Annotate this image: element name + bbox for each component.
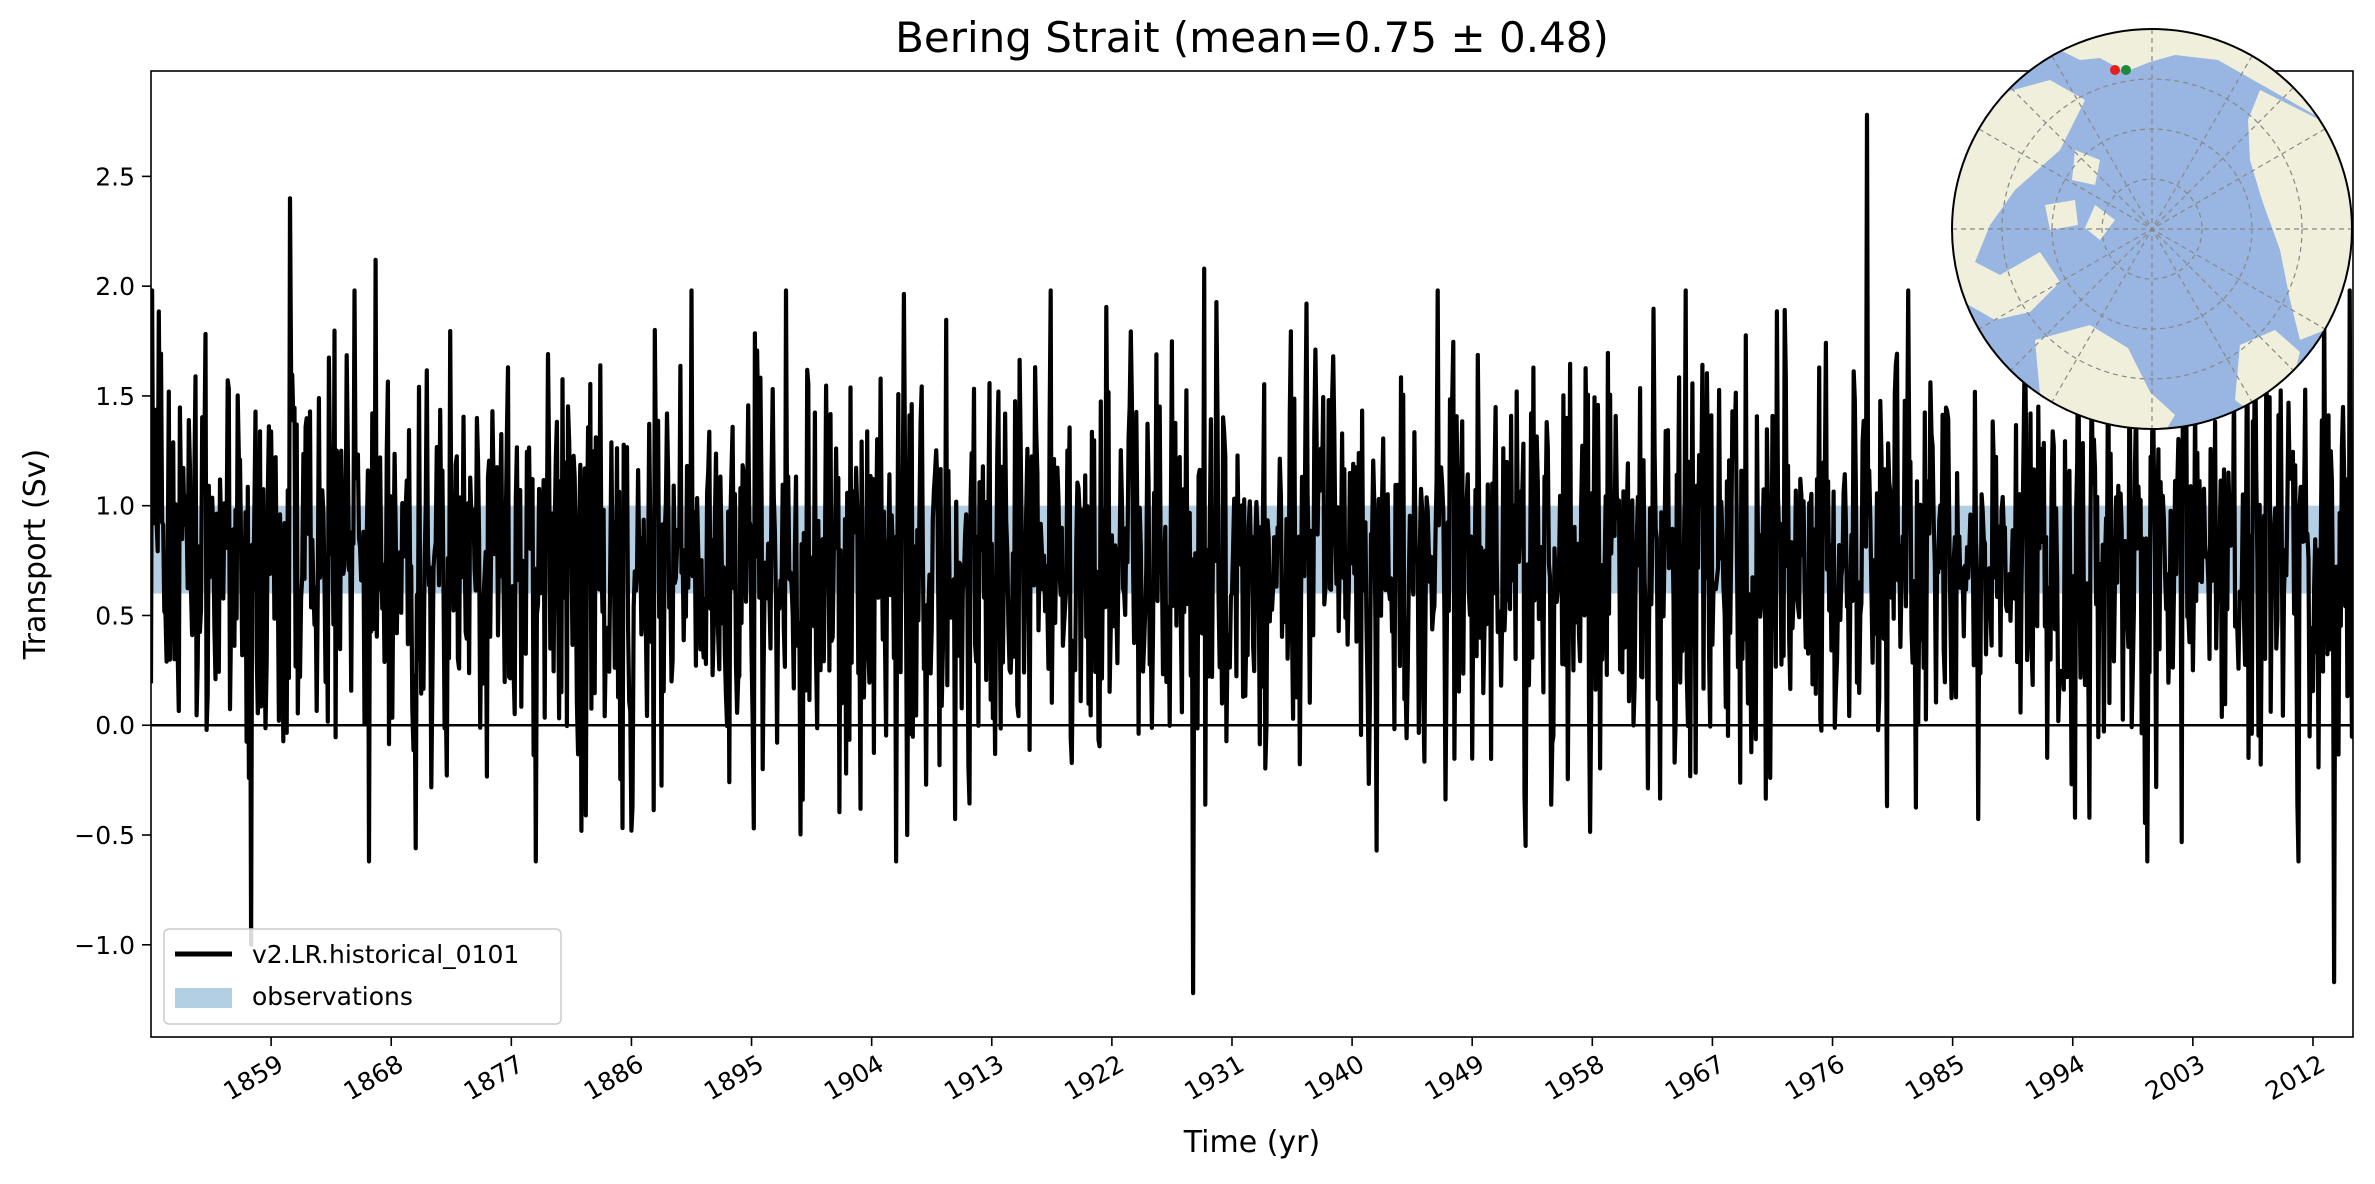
x-tick-label: 1895 xyxy=(699,1049,769,1106)
x-tick-label: 1994 xyxy=(2020,1049,2090,1106)
x-tick-label: 2003 xyxy=(2140,1049,2210,1106)
x-axis-label: Time (yr) xyxy=(1183,1125,1320,1160)
chart-title: Bering Strait (mean=0.75 ± 0.48) xyxy=(895,13,1609,62)
x-tick-label: 1868 xyxy=(339,1049,409,1106)
y-tick-label: 0.5 xyxy=(95,601,135,630)
y-tick-label: −1.0 xyxy=(74,931,135,960)
y-tick-label: −0.5 xyxy=(74,821,135,850)
y-tick-label: 2.5 xyxy=(95,162,135,191)
x-tick-label: 1949 xyxy=(1420,1049,1490,1106)
x-tick-label: 2012 xyxy=(2260,1049,2330,1106)
series-line-v2-lr-historical-0101 xyxy=(151,112,2353,996)
plot-area xyxy=(151,112,2353,996)
legend-box xyxy=(163,928,562,1025)
x-tick-label: 1940 xyxy=(1299,1049,1369,1106)
x-tick-label: 1859 xyxy=(219,1049,289,1106)
x-tick-label: 1922 xyxy=(1059,1049,1129,1106)
legend-label-observations: observations xyxy=(252,982,413,1011)
x-tick-label: 1931 xyxy=(1179,1049,1249,1106)
map-land-north-america xyxy=(1952,80,2085,320)
y-tick-label: 2.0 xyxy=(95,272,135,301)
y-tick-label: 1.5 xyxy=(95,382,135,411)
map-border xyxy=(1951,28,2353,430)
x-axis: 1859 1868 1877 1886 1895 1904 1913 1922 1931 1940… xyxy=(219,1037,2330,1106)
x-tick-label: 1985 xyxy=(1900,1049,1970,1106)
legend-swatch-observations xyxy=(175,988,232,1008)
map-marker-green xyxy=(2121,65,2131,75)
map-land-archipelago xyxy=(2045,150,2115,240)
map-graticule xyxy=(1952,29,2352,429)
inset-polar-map xyxy=(1951,28,2353,430)
y-axis: −1.0 −0.5 0.0 0.5 1.0 1.5 2.0 2.5 xyxy=(74,162,151,960)
legend-label-series: v2.LR.historical_0101 xyxy=(252,940,519,969)
x-tick-label: 1976 xyxy=(1780,1049,1850,1106)
x-tick-label: 1904 xyxy=(819,1049,889,1106)
y-tick-label: 0.0 xyxy=(95,711,135,740)
x-tick-label: 1877 xyxy=(459,1049,529,1106)
y-tick-label: 1.0 xyxy=(95,492,135,521)
x-tick-label: 1913 xyxy=(939,1049,1009,1106)
x-tick-label: 1967 xyxy=(1660,1049,1730,1106)
y-axis-label: Transport (Sv) xyxy=(18,449,53,661)
map-marker-red xyxy=(2110,65,2120,75)
x-tick-label: 1958 xyxy=(1540,1049,1610,1106)
x-tick-label: 1886 xyxy=(579,1049,649,1106)
legend: v2.LR.historical_0101 observations xyxy=(163,928,562,1025)
plot-frame xyxy=(150,70,2354,1038)
